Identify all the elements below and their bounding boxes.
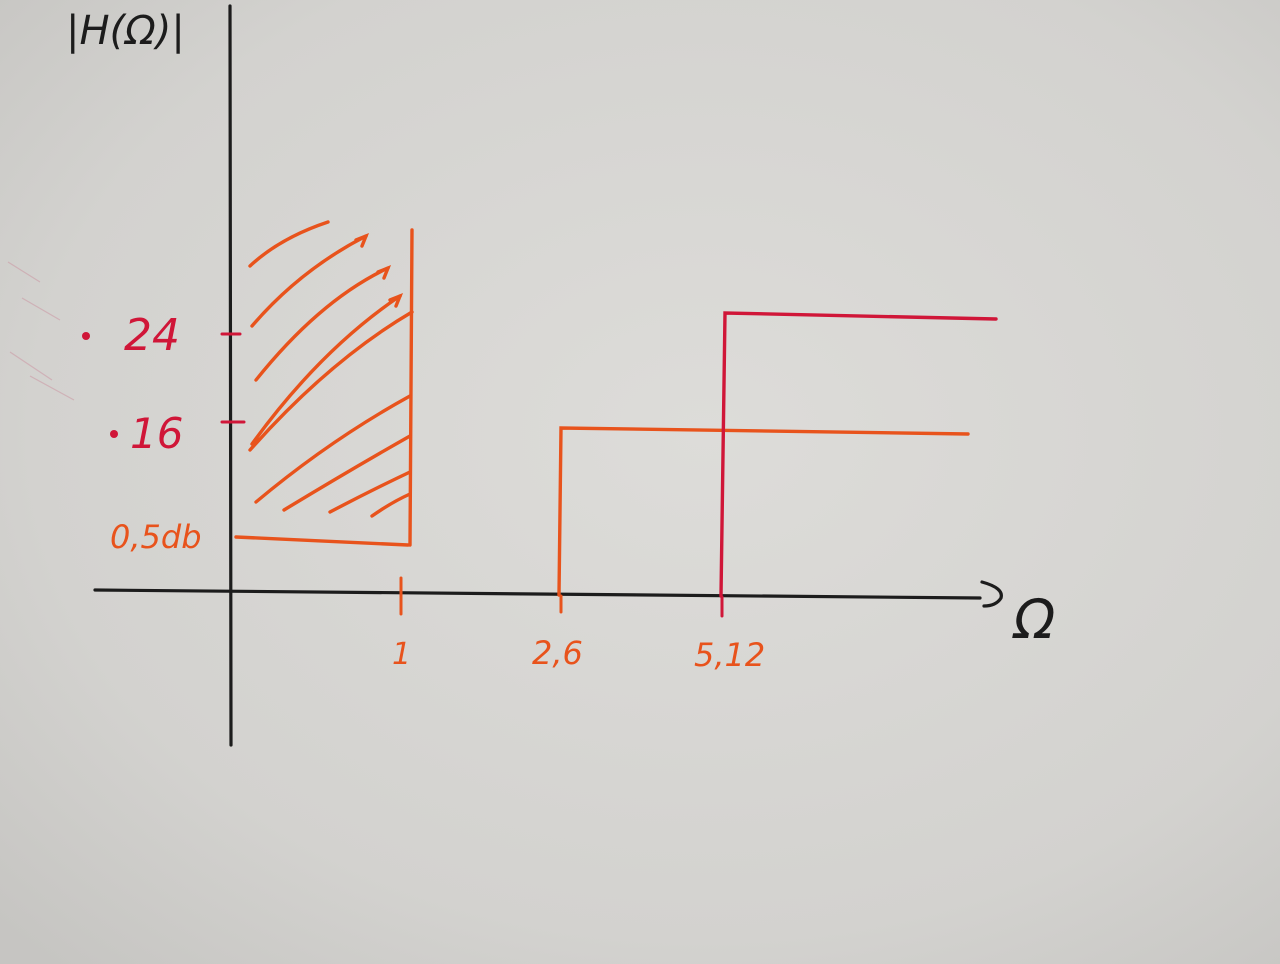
y-tick-label-24: 24	[124, 310, 180, 361]
bullet-16	[110, 430, 118, 438]
axes	[93, 4, 1003, 747]
x-tick-marks	[399, 576, 724, 618]
stopband-2	[719, 311, 998, 598]
y-tick-marks	[220, 332, 246, 424]
passband-region	[234, 220, 414, 547]
bullet-24	[82, 332, 90, 340]
y-axis-label: |H(Ω)|	[66, 8, 185, 54]
paper-smudges	[7, 261, 75, 401]
x-axis	[93, 588, 982, 600]
y-axis	[228, 4, 233, 747]
x-axis-arrowhead	[980, 580, 1003, 608]
passband-lower-line	[234, 535, 410, 547]
y-tick-label-16: 16	[130, 409, 183, 458]
x-tick-label-1: 1	[392, 637, 411, 672]
y-tick-label-0-5db: 0,5db	[110, 518, 202, 556]
x-axis-label: Ω	[1012, 588, 1055, 651]
hatch-strokes	[248, 220, 414, 518]
stopband-1	[557, 426, 970, 597]
x-tick-label-2-6: 2,6	[532, 634, 583, 672]
passband-edge-line	[408, 228, 414, 547]
hatch-arrowheads	[354, 232, 404, 308]
x-tick-label-5-12: 5,12	[694, 636, 765, 674]
